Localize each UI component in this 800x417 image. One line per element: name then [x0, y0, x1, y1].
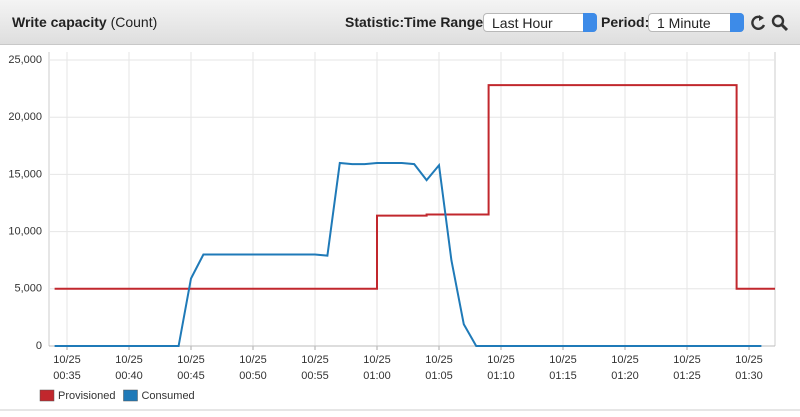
header-title: Write capacity (Count): [12, 14, 157, 30]
x-tick-label: 10/25 01:30: [735, 354, 763, 382]
y-tick-label: 15,000: [8, 168, 42, 180]
y-tick-label: 25,000: [8, 54, 42, 66]
series-line: [54, 84, 775, 290]
select-arrow: [730, 13, 744, 32]
x-tick-label: 10/25 01:10: [487, 354, 515, 382]
y-tick-label: 20,000: [8, 111, 42, 123]
y-tick-label: 0: [36, 340, 42, 352]
toolbar-icons: [751, 14, 789, 32]
legend-swatch: [39, 389, 55, 402]
y-tick-label: 5,000: [14, 283, 42, 295]
time-range-label: Time Range:: [404, 14, 488, 30]
title: Write capacity: [12, 14, 107, 30]
x-tick-label: 10/25 00:50: [239, 354, 267, 382]
x-tick-label: 10/25 01:15: [549, 354, 577, 382]
unit: (Count): [110, 14, 158, 30]
x-tick-label: 10/25 01:25: [673, 354, 701, 382]
zoom-handle: [780, 23, 789, 32]
refresh-arrow: [759, 15, 764, 21]
select-arrow: [583, 13, 597, 32]
period-value: 1 Minute: [657, 15, 711, 31]
time-range-select[interactable]: Last Hour: [483, 13, 597, 32]
time-range-value: Last Hour: [492, 15, 553, 31]
legend-label: Provisioned: [58, 390, 115, 402]
y-tick-label: 10,000: [8, 226, 42, 238]
x-tick-label: 10/25 01:00: [363, 354, 391, 382]
legend-label: Consumed: [141, 390, 194, 402]
period-select[interactable]: 1 Minute: [648, 13, 744, 32]
x-tick-label: 10/25 00:45: [177, 354, 205, 382]
period-label: Period:: [601, 14, 650, 30]
x-tick-label: 10/25 01:20: [611, 354, 639, 382]
header: Write capacity (Count) Statistic: Time R…: [0, 0, 800, 45]
legend-swatch: [123, 389, 138, 402]
x-tick-label: 10/25 01:05: [425, 354, 453, 382]
zoom-icon[interactable]: [771, 14, 785, 28]
x-tick-label: 10/25 00:35: [53, 354, 81, 382]
statistic-label: Statistic:: [345, 14, 405, 30]
refresh-icon[interactable]: [751, 15, 766, 30]
series-line: [54, 161, 762, 347]
x-tick-label: 10/25 00:40: [115, 354, 143, 382]
x-tick-label: 10/25 00:55: [301, 354, 329, 382]
